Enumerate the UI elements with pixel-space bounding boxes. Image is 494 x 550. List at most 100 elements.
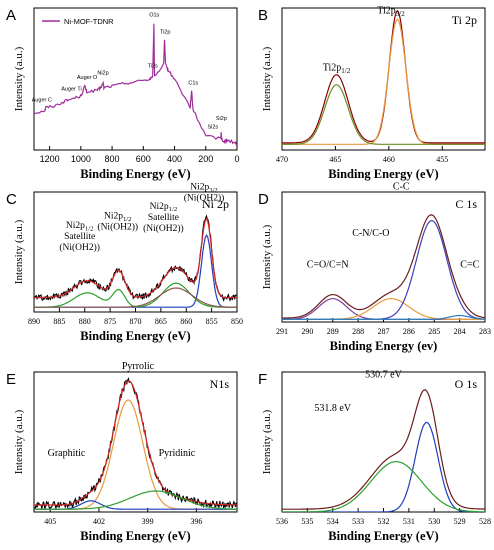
panel-c-annotation: Satellite: [148, 213, 179, 223]
panel-f-xtick-label: 534: [327, 517, 339, 526]
panel-e-title: N1s: [210, 377, 230, 391]
panel-c-title: Ni 2p: [202, 197, 229, 211]
panel-f-annotation: 530.7 eV: [365, 370, 402, 381]
panel-a-xtick-label: 200: [198, 154, 213, 164]
panel-f-series-0: [282, 389, 485, 510]
panel-a-xtick-label: 600: [136, 154, 151, 164]
panel-f-xtick-label: 532: [378, 517, 390, 526]
panel-c: C 890 885 880 875 870 865 860 855 850 Binding Ener…: [6, 183, 243, 343]
panel-e-xtick-label: 402: [93, 517, 105, 526]
panel-f-xtick-label: 535: [301, 517, 313, 526]
panel-b-annotation: Ti2p1/2: [323, 62, 351, 75]
panel-f-series-1: [282, 421, 485, 512]
panel-c-xtick-label: 875: [104, 317, 116, 326]
panel-c-annotation: Ni2p1/2: [150, 202, 178, 213]
panel-c-xtick-label: 850: [231, 317, 243, 326]
panel-a-xtick-label: 800: [105, 154, 120, 164]
panel-a-xtick-label: 400: [167, 154, 182, 164]
panel-d-annotation: C=O/C=N: [307, 259, 349, 270]
panel-c-xtick-label: 865: [155, 317, 167, 326]
panel-e-xtick-label: 405: [44, 517, 56, 526]
panel-d-series-0: [282, 214, 485, 319]
panel-c-ylabel: Intensity (a.u.): [13, 219, 25, 284]
panel-e-xtick-label: 396: [190, 517, 202, 526]
panel-c-annotation: (Ni(OH2)): [97, 221, 138, 232]
panel-d-annotation: C=C: [460, 259, 479, 270]
panel-d-xtick-label: 290: [301, 327, 313, 336]
panel-c-series-4: [34, 287, 237, 308]
panel-a-xtick-label: 1200: [40, 154, 60, 164]
panel-b-xtick-label: 470: [276, 155, 288, 164]
panel-b-xlabel: Binding Energy (eV): [328, 167, 438, 181]
panel-d-annotation: C-N/C-O: [352, 228, 389, 239]
panel-a-annotation: Ti2s: [148, 64, 158, 70]
panel-f-ylabel: Intensity (a.u.): [261, 409, 273, 474]
panel-a-annotation: Auger Ti: [61, 86, 81, 92]
panel-d-xtick-label: 286: [403, 327, 415, 336]
panel-d-annotation: C-C: [393, 181, 410, 192]
panel-a-frame: [33, 7, 238, 151]
panel-e-series-1: [34, 380, 237, 506]
panel-a-annotation: Ni2p: [97, 71, 108, 77]
panel-d-xtick-label: 291: [276, 327, 288, 336]
panel-d-title: C 1s: [455, 197, 477, 211]
panel-e-annotation: Pyridinic: [159, 448, 196, 459]
panel-a-letter: A: [6, 7, 16, 24]
panel-b-xtick-label: 465: [329, 155, 341, 164]
panel-d-letter: D: [258, 191, 269, 208]
panel-d-series-4: [282, 314, 485, 320]
panel-d-xtick-label: 283: [479, 327, 491, 336]
panel-f: F 536 535 534 533 532 531 530 529 528 Binding Ener…: [258, 370, 491, 543]
panel-c-xtick-label: 870: [130, 317, 142, 326]
panel-e-frame: [33, 371, 238, 513]
panel-a-ylabel: Intensity (a.u.): [13, 46, 25, 111]
panel-b-title: Ti 2p: [452, 13, 477, 27]
panel-d-ylabel: Intensity (a.u.): [261, 224, 273, 289]
panel-a: A 1200 1000 800 600 400 200 0 Binding Energy (eV…: [6, 7, 240, 181]
panel-f-annotation: 531.8 eV: [314, 403, 351, 414]
panel-c-annotation: Ni2p3/2: [190, 183, 218, 194]
panel-d: D 291 290 289 288 287 286 285 284 283 Binding Ener…: [258, 181, 491, 353]
panel-f-title: O 1s: [455, 377, 478, 391]
panel-e-xtick-label: 399: [142, 517, 154, 526]
panel-a-annotation: Si2s: [207, 125, 218, 131]
panel-c-xtick-label: 860: [180, 317, 192, 326]
panel-e-annotation: Graphitic: [48, 448, 86, 459]
panel-c-annotation: Ni2p1/2: [104, 211, 132, 222]
panel-f-xtick-label: 530: [428, 517, 440, 526]
panel-f-series-2: [282, 460, 485, 512]
panel-c-xlabel: Binding Energy (eV): [80, 329, 190, 343]
panel-c-annotation: (Ni(OH2)): [143, 223, 184, 234]
panel-a-annotation: Auger C: [32, 98, 52, 104]
panel-f-xlabel: Binding Energy (eV): [328, 529, 438, 543]
panel-c-annotation: Satellite: [64, 232, 95, 242]
panel-d-xtick-label: 287: [378, 327, 390, 336]
panel-d-xlabel: Binding Energy (ev): [330, 339, 438, 353]
panel-a-xlabel: Binding Energy (eV): [80, 167, 190, 181]
panel-d-xtick-label: 288: [352, 327, 364, 336]
panel-f-xtick-label: 533: [352, 517, 364, 526]
panel-e-series-4: [34, 490, 237, 510]
panel-a-annotation: Si2p: [216, 116, 227, 122]
panel-a-annotation: O1s: [149, 13, 159, 19]
panel-c-annotation: Ni2p1/2: [66, 221, 94, 232]
panel-e-xlabel: Binding Energy (eV): [80, 529, 190, 543]
panel-b-xtick-label: 455: [436, 155, 448, 164]
panel-a-annotation: Ti2p: [160, 30, 171, 36]
panel-c-xtick-label: 855: [206, 317, 218, 326]
panel-c-xtick-label: 885: [53, 317, 65, 326]
panel-d-xtick-label: 285: [428, 327, 440, 336]
panel-c-letter: C: [6, 191, 17, 208]
panel-e-ylabel: Intensity (a.u.): [13, 409, 25, 474]
panel-a-xtick-label: 0: [234, 154, 239, 164]
panel-a-legend-label: Ni-MOF-TDNR: [64, 17, 114, 26]
panel-a-series-0: [34, 23, 237, 146]
panel-e-annotation: Pyrrolic: [122, 361, 155, 372]
panel-b-letter: B: [258, 7, 268, 24]
panel-b-frame: [281, 7, 486, 151]
panel-d-xtick-label: 289: [327, 327, 339, 336]
panel-f-letter: F: [258, 371, 267, 388]
